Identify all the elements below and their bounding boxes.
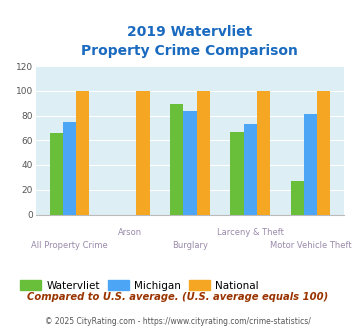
- Bar: [183, 111, 197, 214]
- Bar: [63, 122, 76, 214]
- Bar: [76, 91, 89, 214]
- Bar: [197, 91, 210, 214]
- Bar: [304, 114, 317, 214]
- Bar: [257, 91, 270, 214]
- Bar: [230, 132, 244, 214]
- Text: © 2025 CityRating.com - https://www.cityrating.com/crime-statistics/: © 2025 CityRating.com - https://www.city…: [45, 317, 310, 326]
- Bar: [50, 133, 63, 214]
- Bar: [244, 124, 257, 214]
- Bar: [290, 181, 304, 214]
- Bar: [170, 104, 183, 214]
- Text: Burglary: Burglary: [172, 241, 208, 250]
- Bar: [136, 91, 149, 214]
- Text: Larceny & Theft: Larceny & Theft: [217, 228, 284, 237]
- Legend: Watervliet, Michigan, National: Watervliet, Michigan, National: [16, 276, 263, 295]
- Title: 2019 Watervliet
Property Crime Comparison: 2019 Watervliet Property Crime Compariso…: [82, 25, 298, 58]
- Text: All Property Crime: All Property Crime: [31, 241, 108, 250]
- Text: Motor Vehicle Theft: Motor Vehicle Theft: [269, 241, 351, 250]
- Text: Arson: Arson: [118, 228, 142, 237]
- Text: Compared to U.S. average. (U.S. average equals 100): Compared to U.S. average. (U.S. average …: [27, 292, 328, 302]
- Bar: [317, 91, 330, 214]
